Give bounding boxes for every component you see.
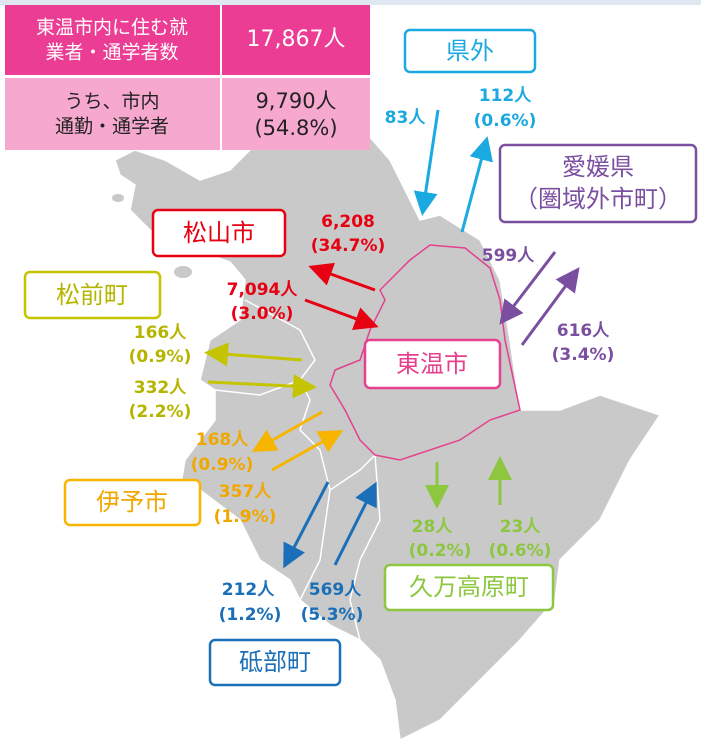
arrow [207, 374, 317, 399]
arrow [308, 262, 376, 292]
cell [5, 78, 220, 150]
flow-label: 616人 [557, 321, 610, 341]
flow-label: 212人 [222, 580, 275, 600]
flow-label: (0.6%) [489, 541, 552, 561]
cell-text: うち、市内 [64, 91, 159, 113]
arrow [460, 136, 493, 233]
arrows [204, 109, 580, 569]
region-box [498, 143, 698, 224]
flow-label: 6,208 [321, 212, 375, 232]
arrow [333, 481, 377, 566]
region-box [23, 270, 162, 320]
region-label: 愛媛県 [562, 153, 634, 181]
flow-label: (0.9%) [191, 455, 254, 475]
region-label: 砥部町 [239, 648, 311, 676]
border [244, 299, 331, 601]
arrow [283, 481, 330, 569]
flow-label: 166人 [134, 323, 187, 343]
region-label: 東温市 [396, 350, 468, 378]
arrow [304, 298, 379, 331]
flow-label: 357人 [219, 482, 272, 502]
region-label: 伊予市 [96, 488, 168, 516]
flow-label: 28人 [412, 517, 454, 537]
region-box [151, 208, 287, 258]
cell [222, 5, 370, 75]
flow-label: (1.2%) [219, 605, 282, 625]
flow-label: (2.2%) [129, 402, 192, 422]
cell-text: 業者・通学者数 [45, 42, 178, 64]
flow-label: (0.6%) [474, 111, 537, 131]
flow-label: (34.7%) [311, 236, 386, 256]
region-box [403, 28, 537, 74]
flow-label: (0.9%) [129, 347, 192, 367]
flow-label: 168人 [196, 430, 249, 450]
flow-label: (1.9%) [214, 507, 277, 527]
cell [5, 5, 220, 75]
flow-label: 7,094人 [227, 280, 299, 300]
arrow [204, 342, 303, 367]
region-box [208, 638, 342, 687]
flow-label: 23人 [500, 517, 542, 537]
arrow [271, 430, 344, 472]
arrow [413, 109, 440, 216]
cell-text: 通勤・通学者 [55, 116, 169, 138]
cell-text: 東温市内に住む就 [36, 17, 188, 39]
cell-text: 17,867人 [247, 27, 346, 52]
region-box [63, 478, 202, 527]
cell-text: 9,790人 [255, 89, 336, 113]
flow-labels: 83人 112人 (0.6%) 599人 616人 (3.4%) 6,208 (… [129, 86, 615, 625]
flow-label: (5.3%) [301, 605, 364, 625]
header-table: 東温市内に住む就 業者・通学者数 17,867人 うち、市内 通勤・通学者 9,… [5, 5, 370, 150]
flow-label: 112人 [479, 86, 532, 106]
regions: 県外 愛媛県 （圏域外市町） 松山市 松前町 東温市 伊予市 砥部町 久万高原町 [23, 28, 698, 687]
cell [222, 78, 370, 150]
region-box [383, 563, 555, 612]
flow-label: 569人 [309, 580, 362, 600]
flow-label: (3.0%) [231, 304, 294, 324]
cell-text: (54.8%) [254, 116, 337, 140]
region-label: 久万高原町 [409, 573, 529, 601]
arrow [499, 251, 557, 325]
region-label: （圏域外市町） [514, 185, 682, 213]
arrow [251, 410, 323, 452]
region-label: 県外 [446, 37, 494, 65]
border [349, 454, 381, 641]
flow-label: 83人 [385, 108, 427, 128]
flow-label: 599人 [482, 246, 535, 266]
flow-label: (3.4%) [552, 345, 615, 365]
arrow [520, 267, 580, 346]
flow-label: 332人 [134, 378, 187, 398]
region-box [363, 338, 502, 390]
border [329, 454, 376, 491]
flow-label: (0.2%) [409, 541, 472, 561]
region-label: 松山市 [183, 219, 255, 247]
island [174, 266, 192, 278]
toon-border [329, 244, 521, 461]
top-band [0, 0, 701, 5]
island [112, 194, 124, 202]
region-label: 松前町 [56, 281, 128, 309]
